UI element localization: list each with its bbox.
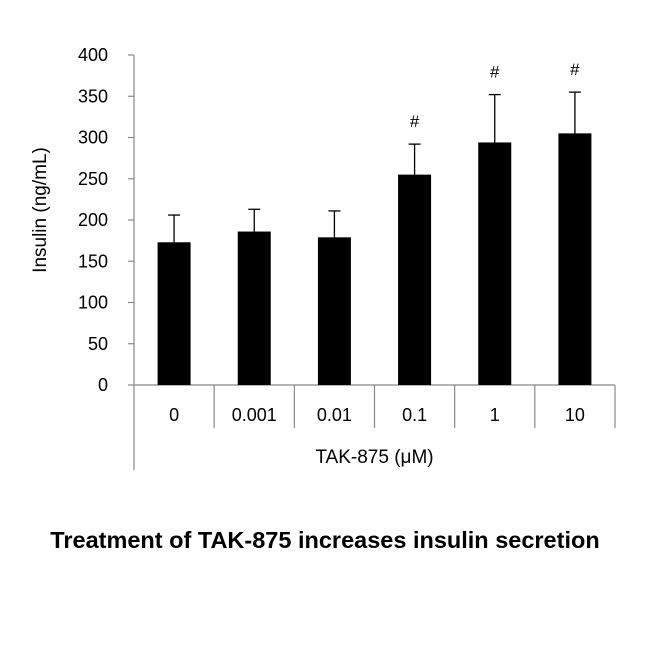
chart-annotations: # # #	[410, 60, 580, 131]
x-tick-label: 1	[490, 405, 500, 425]
y-tick-label: 400	[78, 45, 108, 65]
x-tick-label: 0.001	[232, 405, 277, 425]
x-tick-label: 0.01	[317, 405, 352, 425]
y-tick-label: 150	[78, 251, 108, 271]
x-axis-title: TAK-875 (μM)	[315, 447, 433, 468]
chart-bars	[157, 133, 592, 385]
y-tick-label: 100	[78, 293, 108, 313]
y-tick-label: 200	[78, 210, 108, 230]
bar-chart: # # # 0 50 100 150 200 250 300 350 400 0 0.001 0.01 0.…	[30, 45, 616, 470]
x-tick-label: 10	[565, 405, 585, 425]
x-tick-label: 0.1	[402, 405, 427, 425]
bar	[317, 237, 351, 385]
figure-caption: Treatment of TAK-875 increases insulin s…	[50, 527, 600, 553]
bar	[478, 142, 512, 385]
chart-axes	[128, 54, 616, 470]
y-tick-label: 250	[78, 169, 108, 189]
bar	[237, 231, 271, 385]
bar	[398, 174, 432, 385]
y-axis-title: Insulin (ng/mL)	[30, 147, 51, 273]
y-tick-label: 300	[78, 128, 108, 148]
significance-marker: #	[490, 63, 500, 82]
significance-marker: #	[570, 60, 580, 79]
y-tick-label: 350	[78, 86, 108, 106]
y-tick-label: 50	[88, 334, 108, 354]
bar	[157, 242, 191, 385]
bar	[558, 133, 592, 385]
x-tick-label: 0	[169, 405, 179, 425]
significance-marker: #	[410, 112, 420, 131]
chart-tick-labels: 0 50 100 150 200 250 300 350 400 0 0.001 0.01 0.1 1 10	[78, 45, 585, 425]
chart-error-bars	[168, 91, 581, 243]
y-tick-label: 0	[98, 375, 108, 395]
